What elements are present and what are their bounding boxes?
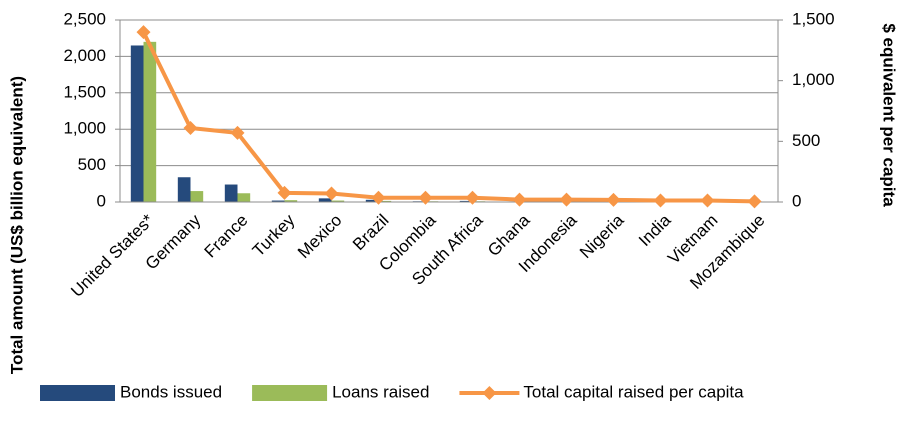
line-marker <box>607 193 621 207</box>
x-tick-label: Turkey <box>249 210 299 260</box>
legend-swatch <box>252 385 327 401</box>
line-marker <box>701 194 715 208</box>
legend-label: Total capital raised per capita <box>523 382 744 401</box>
x-tick-label: Nigeria <box>576 210 628 262</box>
line-marker <box>184 121 198 135</box>
x-tick-label: India <box>635 210 675 250</box>
line-marker <box>419 191 433 205</box>
line-marker <box>466 191 480 205</box>
x-tick-label: Brazil <box>349 211 392 254</box>
bar <box>319 198 332 202</box>
legend-label: Bonds issued <box>120 382 222 401</box>
line-marker <box>748 194 762 208</box>
bar <box>191 191 204 202</box>
y-tick-label: 2,500 <box>63 9 106 28</box>
line <box>144 32 755 201</box>
line-marker <box>513 193 527 207</box>
y-tick-label: 0 <box>97 191 106 210</box>
legend-label: Loans raised <box>332 382 429 401</box>
x-tick-label: France <box>201 211 252 262</box>
y-axis-label: Total amount (US$ billion equivalent) <box>7 76 26 374</box>
bar <box>131 45 144 202</box>
y2-axis-label: $ equivalent per capita <box>880 23 899 207</box>
y-tick-label: 1,000 <box>63 119 106 138</box>
line-marker <box>560 193 574 207</box>
y2-tick-label: 1,000 <box>792 70 835 89</box>
y2-tick-label: 0 <box>792 191 801 210</box>
y2-tick-label: 1,500 <box>792 9 835 28</box>
bar <box>225 185 238 202</box>
y-tick-label: 500 <box>78 155 106 174</box>
legend-marker <box>482 386 496 400</box>
y2-tick-label: 500 <box>792 131 820 150</box>
bar <box>144 42 157 202</box>
line-marker <box>372 191 386 205</box>
bar <box>238 193 251 202</box>
y-tick-label: 2,000 <box>63 46 106 65</box>
y-tick-label: 1,500 <box>63 82 106 101</box>
x-tick-label: United States* <box>67 210 158 301</box>
legend-swatch <box>40 385 115 401</box>
bar <box>178 177 191 202</box>
line-marker <box>137 25 151 39</box>
line-marker <box>654 194 668 208</box>
x-tick-label: Mexico <box>294 211 346 263</box>
